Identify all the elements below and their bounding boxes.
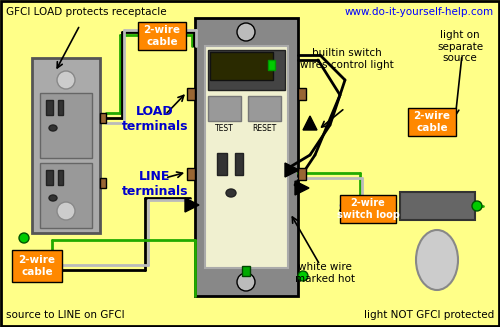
- Text: LINE
terminals: LINE terminals: [122, 170, 188, 198]
- Text: source to LINE on GFCI: source to LINE on GFCI: [6, 310, 124, 320]
- Text: 2-wire
switch loop: 2-wire switch loop: [336, 198, 400, 220]
- Circle shape: [472, 201, 482, 211]
- Text: 2-wire
cable: 2-wire cable: [144, 25, 180, 47]
- Text: www.do-it-yourself-help.com: www.do-it-yourself-help.com: [345, 7, 494, 17]
- Polygon shape: [48, 255, 62, 269]
- Bar: [187, 168, 195, 180]
- Text: light on
separate
source: light on separate source: [437, 30, 483, 63]
- Bar: [242, 266, 250, 276]
- Text: RESET: RESET: [252, 124, 276, 133]
- Polygon shape: [303, 116, 317, 130]
- Text: TEST: TEST: [214, 124, 234, 133]
- Text: builtin switch
wires control light: builtin switch wires control light: [300, 48, 394, 70]
- Ellipse shape: [49, 195, 57, 201]
- Bar: [195, 18, 298, 296]
- Polygon shape: [285, 163, 299, 177]
- Circle shape: [237, 273, 255, 291]
- Bar: [58, 170, 63, 185]
- Ellipse shape: [416, 230, 458, 290]
- Text: GFCI LOAD protects receptacle: GFCI LOAD protects receptacle: [6, 7, 166, 17]
- Circle shape: [57, 202, 75, 220]
- Bar: [217, 153, 227, 175]
- Bar: [58, 100, 63, 115]
- Bar: [46, 100, 53, 115]
- Bar: [138, 22, 186, 50]
- Bar: [100, 178, 106, 188]
- Bar: [235, 153, 243, 175]
- Polygon shape: [295, 181, 309, 195]
- Circle shape: [298, 271, 308, 281]
- Circle shape: [57, 71, 75, 89]
- Text: 2-wire
cable: 2-wire cable: [18, 255, 56, 277]
- Bar: [205, 46, 288, 268]
- Bar: [210, 52, 273, 80]
- Bar: [340, 195, 396, 223]
- Circle shape: [19, 233, 29, 243]
- Bar: [32, 58, 100, 233]
- Bar: [298, 88, 306, 100]
- Bar: [187, 88, 195, 100]
- Circle shape: [237, 23, 255, 41]
- Text: 2-wire
cable: 2-wire cable: [414, 111, 451, 133]
- Bar: [208, 50, 285, 90]
- Text: white wire
marked hot: white wire marked hot: [295, 262, 355, 284]
- Bar: [408, 108, 456, 136]
- Bar: [40, 163, 92, 228]
- Bar: [400, 192, 475, 220]
- Polygon shape: [185, 198, 199, 212]
- Bar: [268, 60, 275, 70]
- Ellipse shape: [226, 189, 236, 197]
- Bar: [208, 96, 241, 121]
- Bar: [298, 168, 306, 180]
- Bar: [46, 170, 53, 185]
- Bar: [248, 96, 281, 121]
- Bar: [40, 93, 92, 158]
- Bar: [100, 113, 106, 123]
- Bar: [12, 250, 62, 282]
- Text: LOAD
terminals: LOAD terminals: [122, 105, 188, 133]
- Ellipse shape: [49, 125, 57, 131]
- Text: light NOT GFCI protected: light NOT GFCI protected: [364, 310, 494, 320]
